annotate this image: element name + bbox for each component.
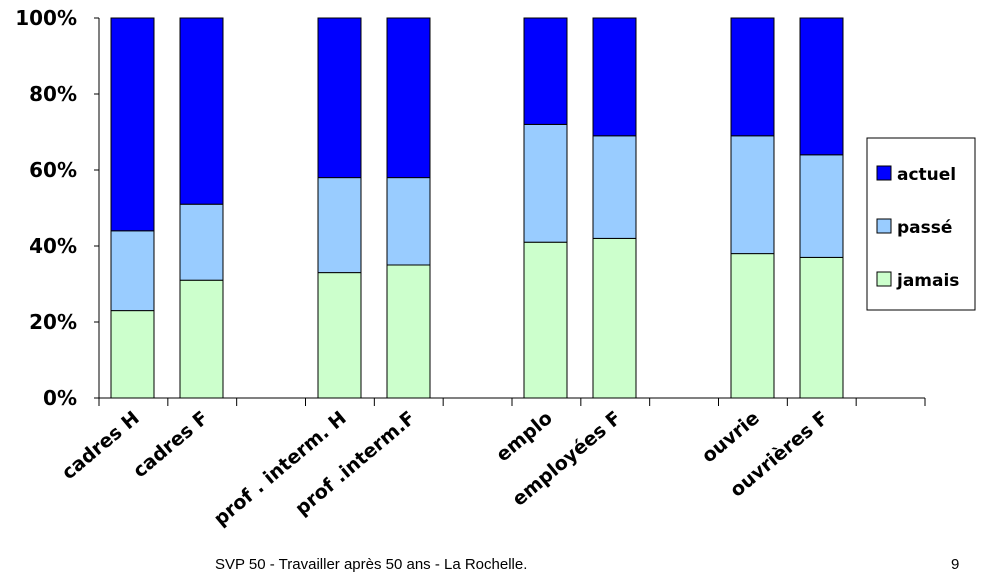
y-tick-label: 0% [43, 386, 77, 410]
bar-jamais-1 [179, 279, 224, 399]
bar-actuel-5 [592, 17, 637, 137]
category-label: cadres F [129, 407, 213, 482]
legend-swatch-jamais [876, 271, 892, 287]
category-label: emplo [492, 407, 557, 466]
bar-jamais-7 [799, 256, 844, 399]
bar-jamais-0 [110, 310, 155, 399]
y-ticks-group: 0% 20% 40% 60% 80% 100% [15, 6, 99, 410]
bar-actuel-3 [386, 17, 431, 179]
bar-jamais-2 [317, 272, 362, 399]
x-ticks-group [98, 398, 926, 406]
y-tick-label: 100% [15, 6, 77, 30]
legend: actuel passé jamais [866, 137, 976, 311]
footer-text: SVP 50 - Travailler après 50 ans - La Ro… [215, 556, 528, 573]
legend-swatch-actuel [876, 165, 892, 181]
category-label: prof .interm.F [291, 407, 420, 520]
bar-actuel-7 [799, 17, 844, 156]
bars-group [110, 17, 844, 399]
y-tick-label: 20% [29, 310, 77, 334]
bar-actuel-2 [317, 17, 362, 179]
bar-actuel-0 [110, 17, 155, 232]
bar-jamais-4 [523, 241, 568, 399]
category-label: prof . interm. H [210, 407, 351, 530]
y-tick-label: 60% [29, 158, 77, 182]
bar-actuel-6 [730, 17, 775, 137]
bar-passé-0 [110, 230, 155, 312]
legend-label-actuel: actuel [897, 165, 956, 185]
bar-passé-2 [317, 177, 362, 274]
bar-actuel-4 [523, 17, 568, 125]
y-tick-label: 80% [29, 82, 77, 106]
bar-jamais-6 [730, 253, 775, 399]
bar-passé-4 [523, 123, 568, 243]
bar-passé-7 [799, 154, 844, 258]
legend-label-jamais: jamais [896, 271, 959, 291]
category-label: cadres H [58, 407, 144, 484]
legend-swatch-passé [876, 218, 892, 234]
category-label: ouvrie [698, 407, 764, 467]
legend-label-passé: passé [897, 218, 952, 238]
bar-passé-5 [592, 135, 637, 239]
bar-passé-1 [179, 203, 224, 281]
page-number: 9 [951, 556, 960, 573]
bar-actuel-1 [179, 17, 224, 205]
y-tick-label: 40% [29, 234, 77, 258]
bar-passé-3 [386, 177, 431, 266]
bar-jamais-5 [592, 237, 637, 399]
bar-passé-6 [730, 135, 775, 255]
bar-jamais-3 [386, 264, 431, 399]
